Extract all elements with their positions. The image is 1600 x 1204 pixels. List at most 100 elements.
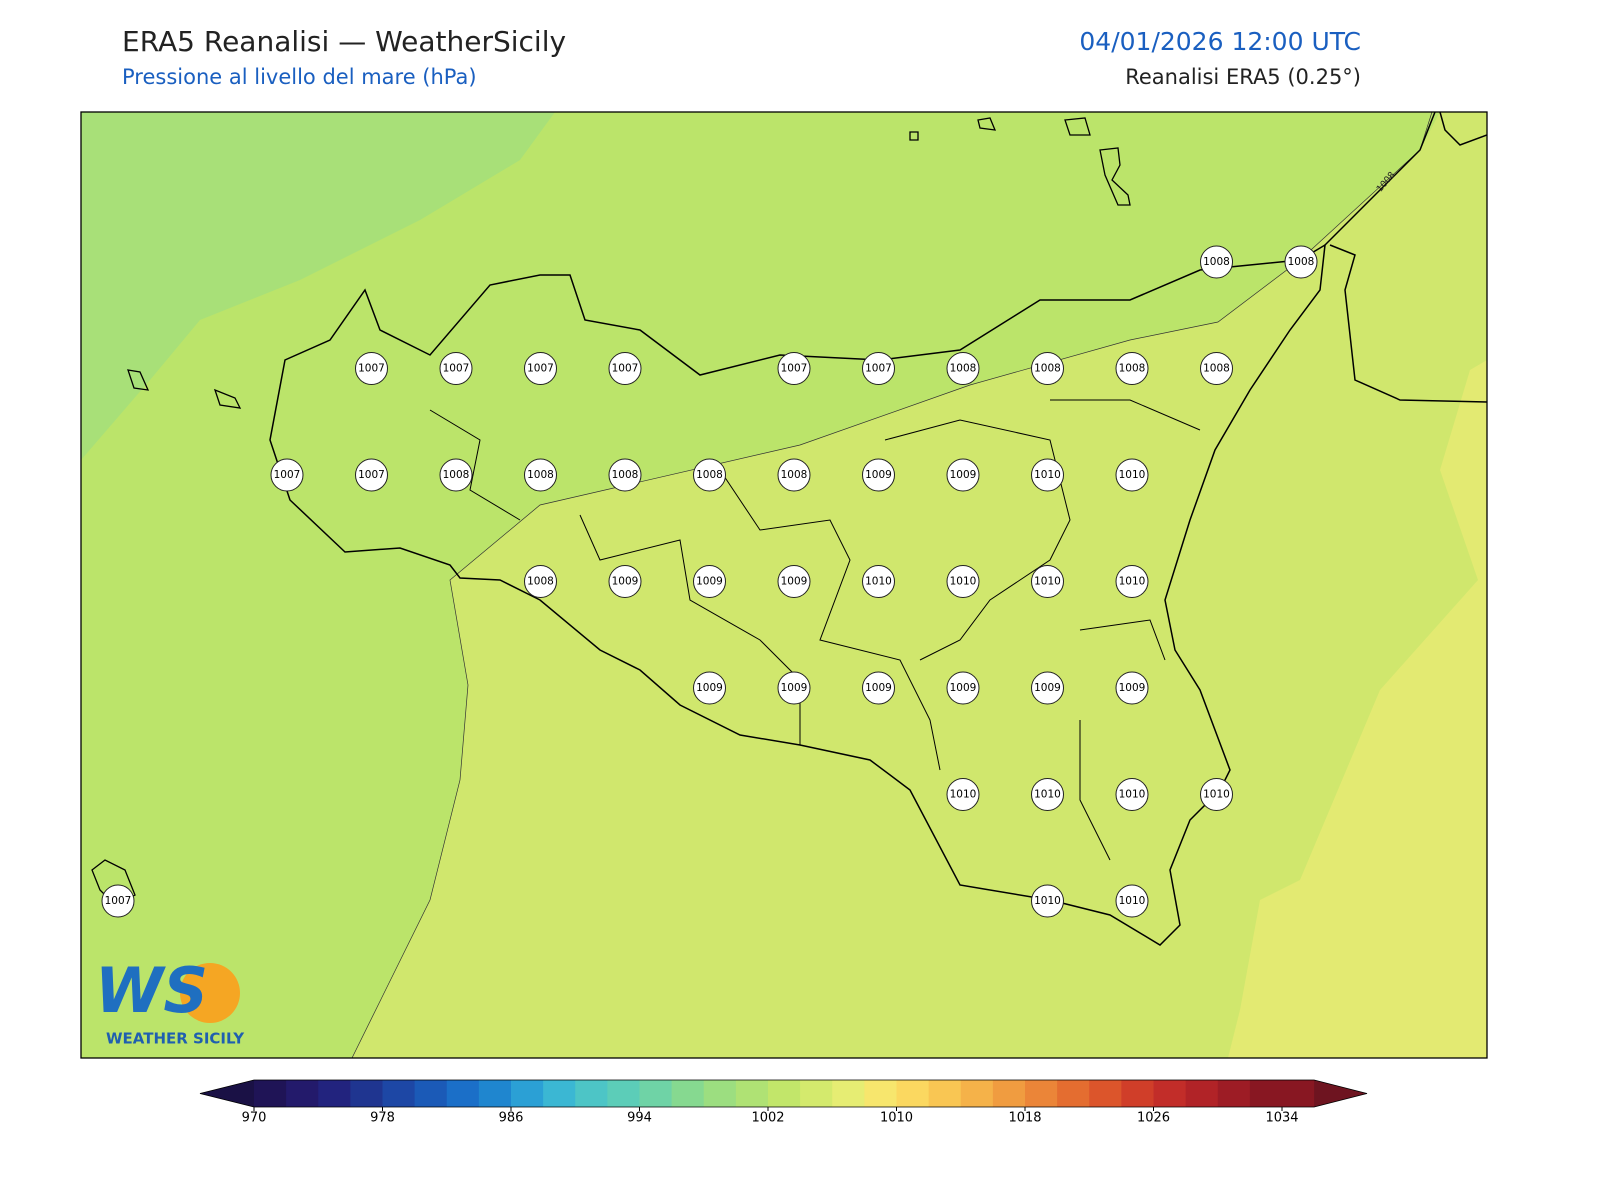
colorbar-segment xyxy=(896,1080,930,1107)
station-value: 1010 xyxy=(865,576,892,588)
station-marker xyxy=(1115,778,1149,811)
station-value: 1008 xyxy=(781,469,808,481)
field-1012 xyxy=(1228,360,1487,1058)
calabria-coast xyxy=(1329,112,1487,403)
station-marker xyxy=(1200,245,1233,279)
station-value: 1008 xyxy=(696,469,723,481)
station-marker xyxy=(693,671,726,705)
station-marker xyxy=(1200,352,1233,385)
station-value: 1010 xyxy=(1203,789,1230,801)
colorbar-tick-label: 970 xyxy=(242,1111,267,1126)
colorbar-segment xyxy=(382,1080,416,1107)
station-value: 1010 xyxy=(950,789,977,801)
islands xyxy=(91,117,1131,906)
station-marker xyxy=(1031,565,1064,598)
station-value: 1010 xyxy=(1119,469,1146,481)
station-marker xyxy=(355,352,388,385)
colorbar-segment xyxy=(350,1080,383,1107)
station-value: 1008 xyxy=(1203,256,1230,268)
colorbar-segment xyxy=(639,1080,673,1107)
station-marker xyxy=(946,352,980,385)
station-value: 1009 xyxy=(781,576,808,588)
station-value: 1007 xyxy=(358,469,385,481)
station-marker xyxy=(862,352,895,385)
province-borders xyxy=(429,399,1201,861)
colorbar-segment xyxy=(800,1080,833,1107)
colorbar-segment xyxy=(286,1080,319,1107)
colorbar-segment xyxy=(575,1080,608,1107)
colorbar-segment xyxy=(960,1080,994,1107)
station-value: 1010 xyxy=(1034,789,1061,801)
station-marker xyxy=(1115,565,1149,598)
station-marker xyxy=(946,778,980,811)
station-value: 1007 xyxy=(612,363,639,375)
colorbar-tick-label: 986 xyxy=(499,1111,524,1126)
station-marker xyxy=(777,352,811,385)
station-marker xyxy=(270,458,304,492)
station-marker xyxy=(1200,778,1233,811)
station-value: 1010 xyxy=(1119,895,1146,907)
station-value: 1009 xyxy=(950,682,977,694)
station-marker xyxy=(1115,884,1149,918)
colorbar-tick-label: 1034 xyxy=(1265,1111,1298,1126)
station-marker xyxy=(439,352,473,385)
station-value: 1010 xyxy=(1119,576,1146,588)
colorbar-segment xyxy=(992,1080,1026,1107)
station-marker xyxy=(1031,352,1064,385)
datetime: 04/01/2026 12:00 UTC xyxy=(1079,27,1361,56)
station-value: 1009 xyxy=(696,682,723,694)
station-value: 1010 xyxy=(1119,789,1146,801)
colorbar-segment xyxy=(1089,1080,1122,1107)
colorbar-segment xyxy=(1185,1080,1219,1107)
station-marker xyxy=(946,565,980,598)
station-value: 1010 xyxy=(1034,895,1061,907)
station-marker xyxy=(1115,458,1149,492)
colorbar-tick-label: 1002 xyxy=(751,1111,784,1126)
map-frame xyxy=(80,111,1488,1059)
colorbar-segment xyxy=(1249,1080,1283,1107)
station-value: 1007 xyxy=(781,363,808,375)
field-1006 xyxy=(81,112,555,460)
colorbar-tick-label: 1010 xyxy=(880,1111,913,1126)
station-marker xyxy=(862,671,895,705)
station-marker xyxy=(524,458,557,492)
colorbar-tick-label: 994 xyxy=(627,1111,652,1126)
station-value: 1007 xyxy=(443,363,470,375)
title: ERA5 Reanalisi — WeatherSicily xyxy=(122,25,566,58)
station-value: 1009 xyxy=(696,576,723,588)
colorbar-segment xyxy=(446,1080,480,1107)
station-value: 1009 xyxy=(1034,682,1061,694)
logo-sun xyxy=(180,963,240,1023)
station-marker xyxy=(1115,352,1149,385)
station-marker xyxy=(524,565,557,598)
station-marker xyxy=(608,565,642,598)
colorbar-segment xyxy=(607,1080,640,1107)
station-marker xyxy=(101,884,135,918)
station-value: 1008 xyxy=(1203,363,1230,375)
source: Reanalisi ERA5 (0.25°) xyxy=(1125,65,1361,89)
station-value: 1007 xyxy=(274,469,301,481)
station-marker xyxy=(693,565,726,598)
colorbar-segment xyxy=(671,1080,705,1107)
station-marker xyxy=(1031,884,1064,918)
station-value: 1008 xyxy=(527,576,554,588)
colorbar-tick-label: 1026 xyxy=(1137,1111,1170,1126)
station-value: 1008 xyxy=(1119,363,1146,375)
station-marker xyxy=(1115,671,1149,705)
pressure-field xyxy=(81,112,1487,1058)
station-value: 1007 xyxy=(358,363,385,375)
colorbar-segment xyxy=(735,1080,769,1107)
stations: 1008 1008 1007 1007 1007 1007 1007 1007 1008 1008… xyxy=(101,245,1318,918)
colorbar-segment xyxy=(478,1080,512,1107)
logo: WS WEATHER SICILY xyxy=(95,954,245,1047)
station-value: 1009 xyxy=(950,469,977,481)
station-marker xyxy=(608,352,642,385)
station-value: 1008 xyxy=(1034,363,1061,375)
logo-text: WEATHER SICILY xyxy=(106,1030,245,1048)
colorbar-segment xyxy=(511,1080,544,1107)
colorbar-segment xyxy=(414,1080,448,1107)
station-marker xyxy=(777,671,811,705)
station-value: 1007 xyxy=(105,895,132,907)
